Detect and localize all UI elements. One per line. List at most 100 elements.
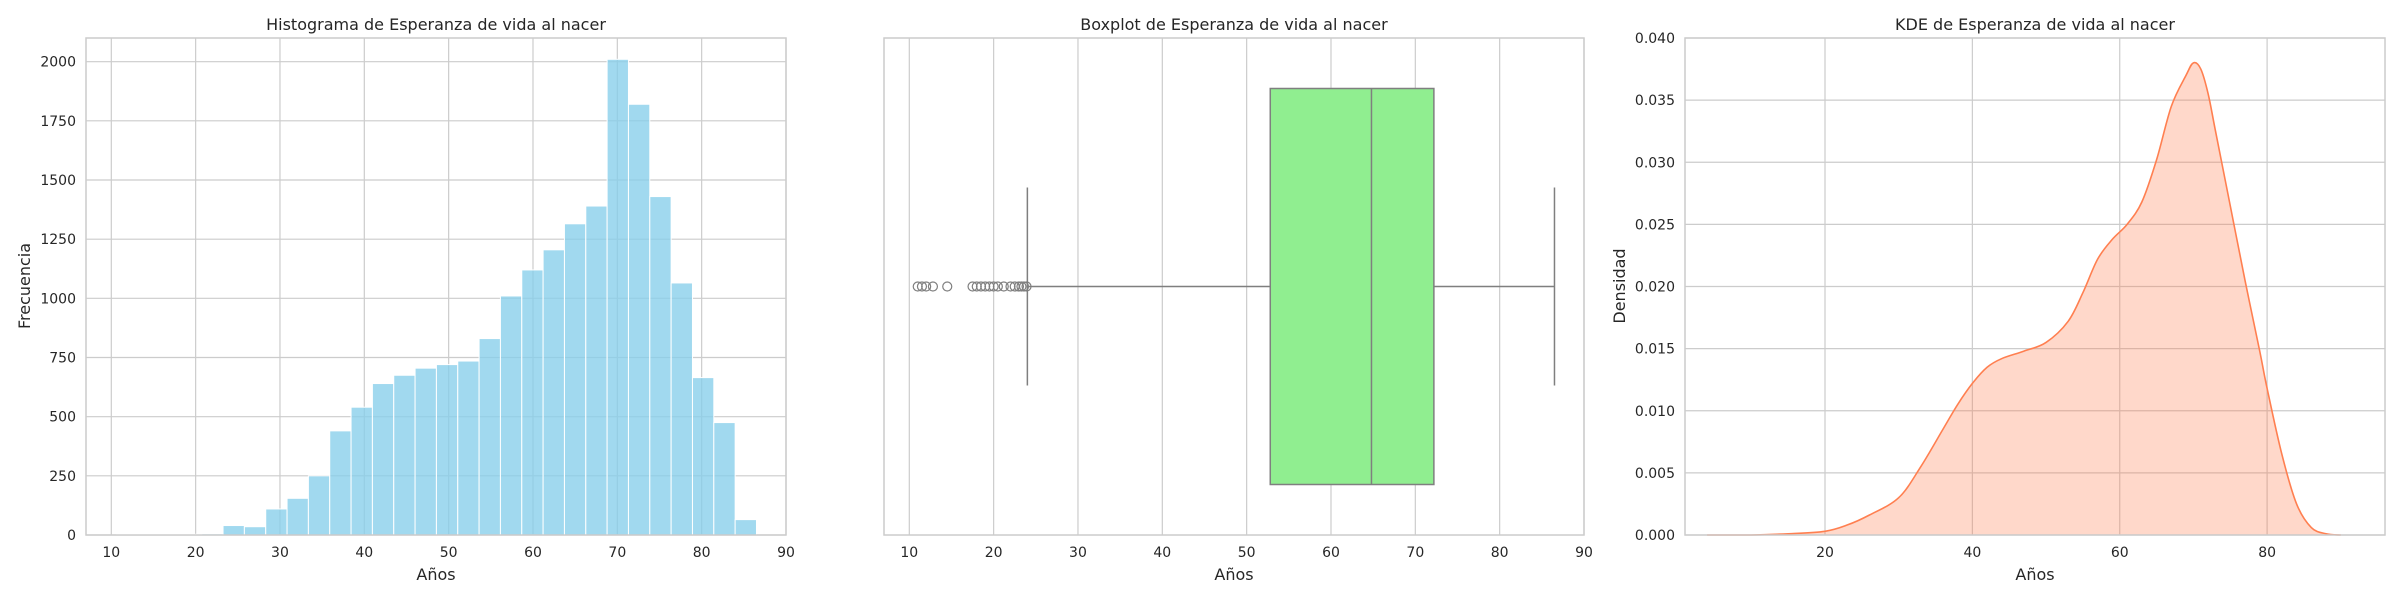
histogram-x-ticks: 10 20 30 40 50 60 70 80 90	[102, 545, 795, 561]
outlier-point	[988, 281, 999, 292]
histogram-bar	[649, 196, 672, 536]
outlier-point	[998, 281, 1009, 292]
x-tick-label: 50	[1238, 545, 1256, 561]
y-tick-label: 1500	[40, 173, 76, 189]
x-tick-label: 20	[1816, 545, 1834, 561]
histogram-bar	[563, 223, 587, 536]
y-tick-label: 0.020	[1635, 280, 1675, 296]
x-tick-label: 40	[1153, 545, 1171, 561]
kde-y-label: Densidad	[1610, 248, 1629, 323]
kde-line	[1707, 61, 2341, 536]
histogram-bar	[350, 406, 373, 536]
x-tick-label: 70	[1406, 545, 1424, 561]
histogram-bar	[435, 364, 459, 536]
boxplot-title: Boxplot de Esperanza de vida al nacer	[1080, 15, 1388, 34]
boxplot-panel: Boxplot de Esperanza de vida al nacer 10…	[883, 15, 1593, 584]
x-tick-label: 40	[1963, 545, 1981, 561]
y-tick-label: 0.015	[1635, 342, 1675, 358]
histogram-bar	[286, 497, 309, 536]
y-tick-label: 0.005	[1635, 466, 1675, 482]
histogram-frame	[85, 37, 787, 536]
histogram-x-label: Años	[416, 565, 455, 584]
outlier-point	[1013, 281, 1025, 292]
histogram-bar	[414, 367, 437, 536]
histogram-bar	[606, 58, 629, 536]
outlier-point	[916, 281, 928, 292]
histogram-title: Histograma de Esperanza de vida al nacer	[266, 15, 606, 34]
histogram-bar	[265, 508, 288, 536]
kde-x-ticks: 20 40 60 80	[1816, 545, 2276, 561]
outlier-point	[1021, 281, 1032, 292]
y-tick-label: 500	[49, 410, 76, 426]
x-tick-label: 30	[271, 545, 289, 561]
histogram-bar	[329, 430, 352, 536]
y-tick-label: 1000	[40, 291, 76, 307]
x-tick-label: 80	[1491, 545, 1509, 561]
histogram-y-label: Frecuencia	[15, 243, 34, 329]
histogram-bar	[713, 422, 736, 536]
outlier-point	[927, 281, 939, 292]
outlier-point	[992, 281, 1003, 292]
histogram-bar	[734, 519, 757, 536]
kde-frame	[1684, 37, 2386, 536]
histogram-bar	[371, 383, 395, 536]
x-tick-label: 20	[985, 545, 1003, 561]
boxplot-box-group	[912, 87, 1556, 486]
outlier-point	[942, 281, 953, 292]
x-tick-label: 80	[693, 545, 711, 561]
outlier-point	[1016, 281, 1027, 292]
y-tick-label: 1750	[40, 114, 76, 130]
histogram-panel: Histograma de Esperanza de vida al nacer…	[15, 15, 795, 584]
x-tick-label: 80	[2258, 545, 2276, 561]
kde-x-label: Años	[2015, 565, 2054, 584]
x-tick-label: 70	[608, 545, 626, 561]
kde-area-fill	[1707, 62, 2341, 535]
x-tick-label: 20	[187, 545, 205, 561]
y-tick-label: 0.025	[1635, 217, 1675, 233]
histogram-bar	[457, 360, 480, 536]
x-tick-label: 50	[440, 545, 458, 561]
kde-y-ticks: 0.000 0.005 0.010 0.015 0.020 0.025 0.030 0.035…	[1635, 31, 1675, 544]
kde-title: KDE de Esperanza de vida al nacer	[1895, 15, 2175, 34]
kde-panel: KDE de Esperanza de vida al nacer 20 40 60…	[1610, 15, 2386, 584]
interquartile-box	[1269, 87, 1435, 486]
histogram-bar	[393, 374, 416, 536]
x-tick-label: 10	[102, 545, 120, 561]
x-tick-label: 60	[2111, 545, 2129, 561]
kde-curve-group	[1707, 61, 2341, 536]
x-tick-label: 60	[524, 545, 542, 561]
histogram-bar	[499, 295, 523, 536]
histogram-bar	[222, 525, 245, 536]
histogram-y-ticks: 0 250 500 750 1000 1250 1500 1750 2000	[40, 55, 76, 544]
x-tick-label: 60	[1322, 545, 1340, 561]
y-tick-label: 0.035	[1635, 93, 1675, 109]
y-tick-label: 0.010	[1635, 404, 1675, 420]
x-tick-label: 10	[900, 545, 918, 561]
y-tick-label: 0.000	[1635, 528, 1675, 544]
histogram-bar	[542, 249, 565, 536]
boxplot-x-ticks: 10 20 30 40 50 60 70 80 90	[900, 545, 1593, 561]
boxplot-x-label: Años	[1214, 565, 1253, 584]
x-tick-label: 30	[1069, 545, 1087, 561]
histogram-bar	[307, 475, 331, 536]
histogram-bar	[670, 282, 693, 536]
y-tick-label: 1250	[40, 232, 76, 248]
histogram-bar	[691, 377, 715, 536]
histogram-bars	[115, 58, 757, 536]
x-tick-label: 90	[777, 545, 795, 561]
x-tick-label: 40	[355, 545, 373, 561]
histogram-bar	[243, 526, 267, 536]
histogram-bar	[627, 103, 651, 536]
histogram-bar	[521, 269, 544, 536]
y-tick-label: 250	[49, 469, 76, 485]
y-tick-label: 0.030	[1635, 155, 1675, 171]
y-tick-label: 750	[49, 351, 76, 367]
boxplot-frame	[883, 37, 1585, 536]
y-tick-label: 2000	[40, 55, 76, 71]
outlier-point	[1018, 281, 1030, 292]
x-tick-label: 90	[1575, 545, 1593, 561]
histogram-bar	[478, 338, 501, 536]
histogram-bar	[585, 205, 608, 536]
y-tick-label: 0	[67, 528, 76, 544]
